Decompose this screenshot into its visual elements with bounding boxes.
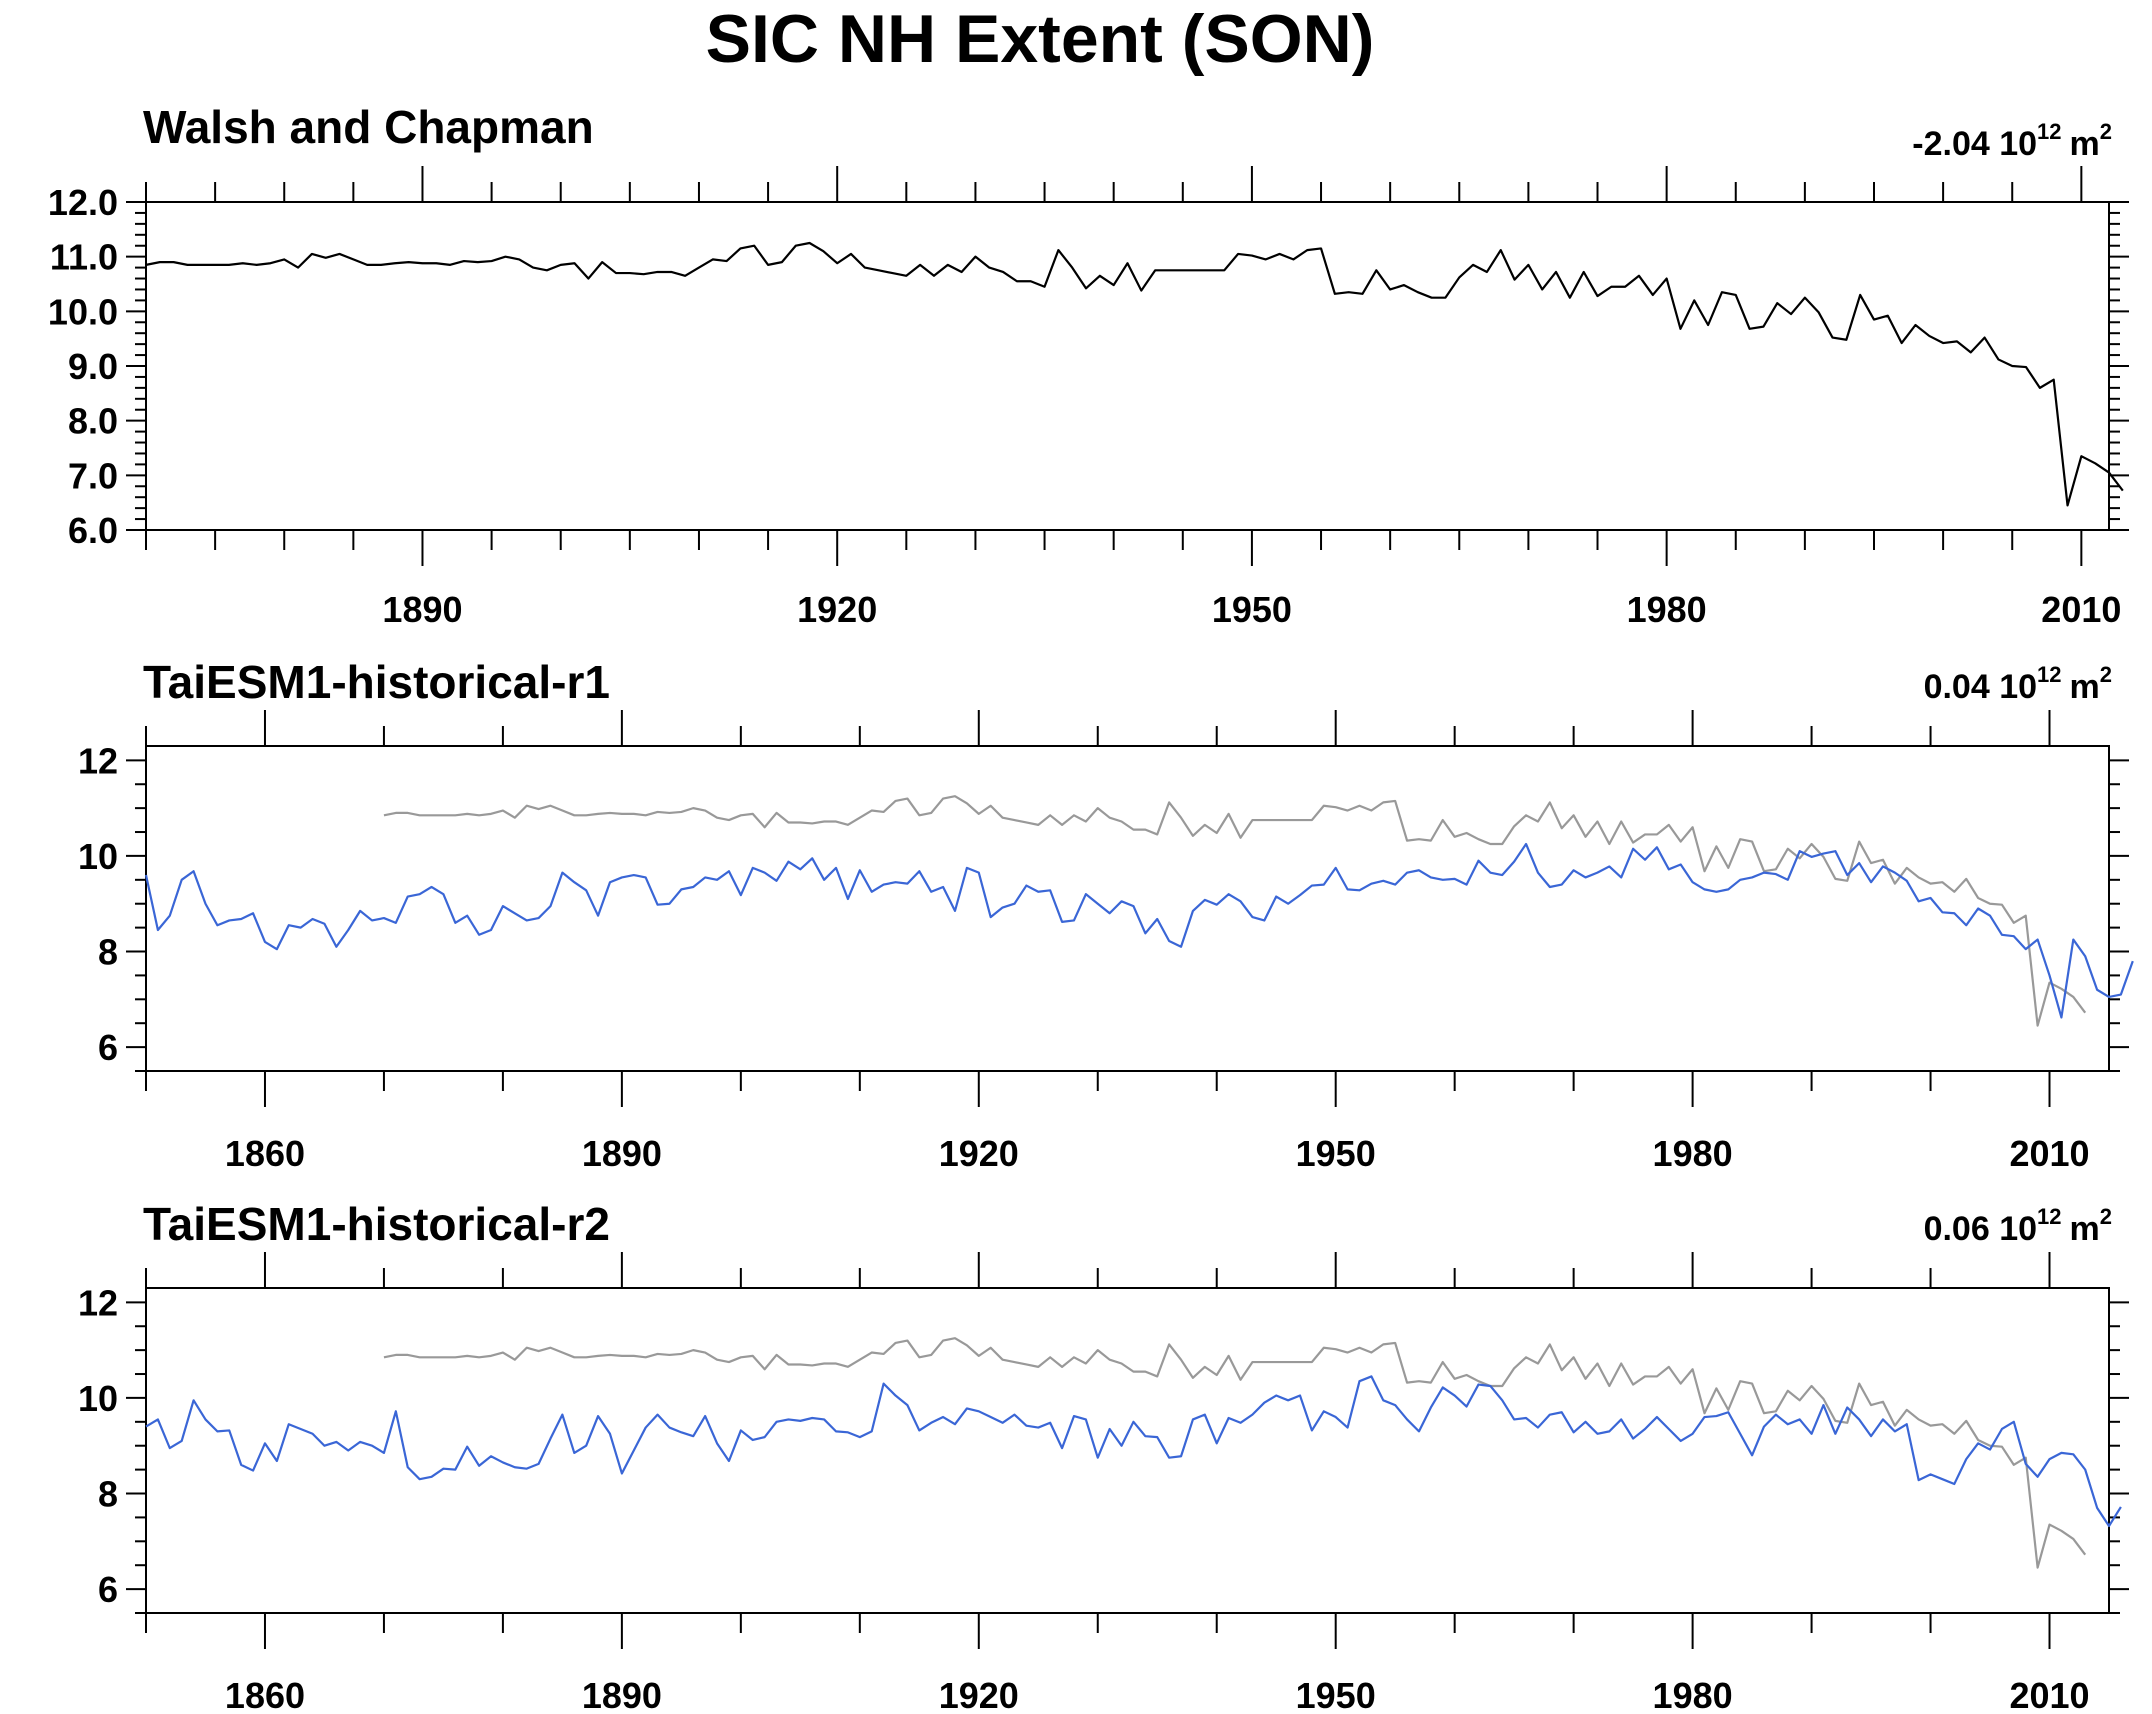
panel-1-trend-exp: 12 [2037,119,2061,144]
panel-1-trend-unit: m [2070,125,2100,163]
panel-2-trend-exp: 12 [2037,662,2061,687]
panel-1-series [145,241,2124,507]
y-tick-label: 10.0 [48,291,118,332]
y-tick-label: 8 [98,932,118,973]
panel-2-trend: 0.04 1012 m2 [1924,662,2112,706]
x-tick-label: 1920 [939,1675,1019,1714]
x-tick-label: 2010 [2009,1133,2089,1174]
y-tick-label: 9.0 [68,346,118,387]
y-tick-label: 12 [78,740,118,781]
panel-2-trend-value: 0.04 10 [1924,668,2037,706]
panel-2-series [144,795,2134,1027]
series-line-2 [144,842,2134,1019]
x-tick-label: 1920 [939,1133,1019,1174]
y-tick-label: 11.0 [50,237,118,278]
x-tick-label: 2010 [2041,589,2121,630]
y-tick-label: 8.0 [68,401,118,442]
y-tick-label: 10 [78,836,118,877]
x-tick-label: 1980 [1627,589,1707,630]
x-tick-label: 1950 [1212,589,1292,630]
series-line-2 [145,1375,2122,1528]
y-tick-label: 8 [98,1474,118,1515]
series-line-1 [383,1337,2087,1569]
y-tick-label: 10 [78,1378,118,1419]
x-tick-label: 2010 [2009,1675,2089,1714]
panel-taiesm1-r1: TaiESM1-historical-r1 0.04 1012 m2 681012… [78,656,2134,1174]
x-tick-label: 1890 [582,1133,662,1174]
x-tick-label: 1980 [1653,1675,1733,1714]
panel-3-axes: 6 8 10 12 1860 1890 1920 1950 1980 2010 [78,1252,2129,1714]
panel-3-trend: 0.06 1012 m2 [1924,1204,2112,1248]
panel-2-axes: 6 8 10 12 1860 1890 1920 1950 1980 2010 [78,710,2129,1174]
y-tick-label: 6.0 [68,510,118,551]
x-tick-label: 1950 [1296,1675,1376,1714]
panel-3-trend-unit-exp: 2 [2100,1204,2112,1229]
x-tick-label: 1980 [1653,1133,1733,1174]
panel-1-trend-value: -2.04 10 [1912,125,2037,163]
x-tick-label: 1860 [225,1133,305,1174]
panel-1-trend-unit-exp: 2 [2100,119,2112,144]
x-tick-label: 1890 [382,589,462,630]
series-line-1 [383,795,2087,1027]
panel-taiesm1-r2: TaiESM1-historical-r2 0.06 1012 m2 681012… [78,1198,2129,1714]
panel-1-trend: -2.04 1012 m2 [1912,119,2112,163]
panel-2-trend-unit: m [2070,668,2100,706]
panel-3-series [145,1337,2122,1569]
panel-1-axes: 6.0 7.0 8.0 9.0 10.0 11.0 12.0 1890 1920 1950 1980… [48,166,2129,630]
x-tick-label: 1920 [797,589,877,630]
panel-3-trend-exp: 12 [2037,1204,2061,1229]
panel-2-title: TaiESM1-historical-r1 [143,656,610,708]
x-tick-label: 1860 [225,1675,305,1714]
x-tick-label: 1950 [1296,1133,1376,1174]
panel-3-title: TaiESM1-historical-r2 [143,1198,610,1250]
series-line-1 [145,241,2124,507]
y-tick-label: 6 [98,1027,118,1068]
y-tick-label: 6 [98,1569,118,1610]
figure-title: SIC NH Extent (SON) [706,1,1375,77]
panel-3-trend-value: 0.06 10 [1924,1210,2037,1248]
panel-1-frame [145,201,2110,531]
panel-1-title: Walsh and Chapman [143,101,594,153]
x-tick-label: 1890 [582,1675,662,1714]
y-tick-label: 12 [78,1282,118,1323]
panel-3-trend-unit: m [2070,1210,2100,1248]
panel-2-frame [145,745,2110,1072]
panel-3-frame [145,1287,2110,1614]
y-tick-label: 7.0 [68,455,118,496]
panel-2-trend-unit-exp: 2 [2100,662,2112,687]
panel-walsh-chapman: Walsh and Chapman -2.04 1012 m2 6.0 7.0 8.0… [48,101,2129,630]
y-tick-label: 12.0 [48,182,118,223]
